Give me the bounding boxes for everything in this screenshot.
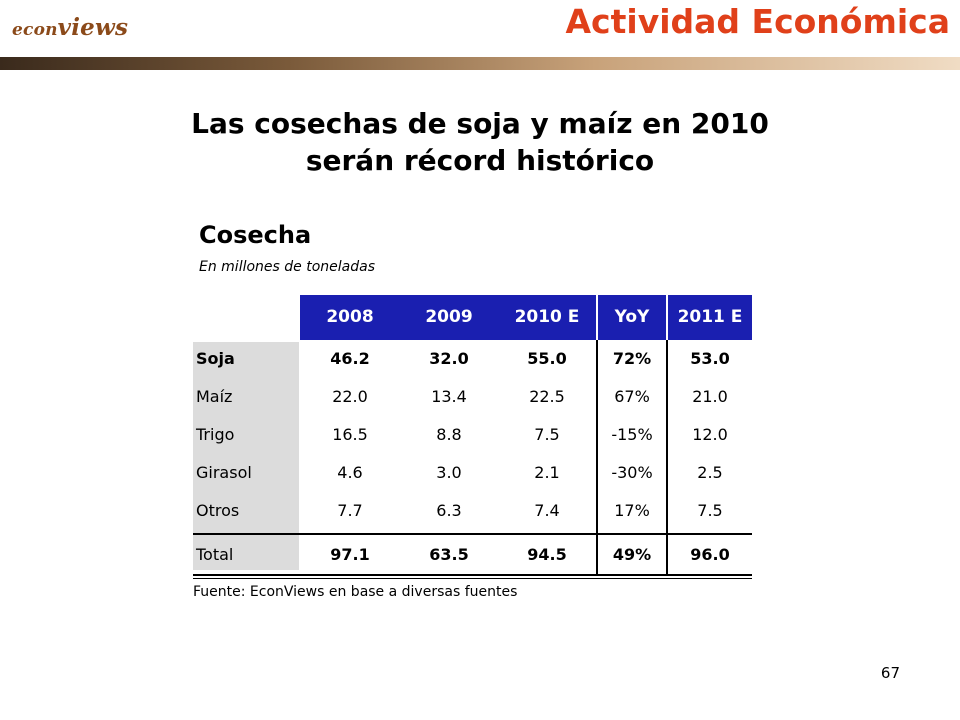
col-header-2008: 2008	[300, 295, 400, 340]
table-cell: 32.0	[429, 349, 469, 368]
table-cell: 94.5	[527, 545, 567, 564]
col-header-2011e: 2011 E	[668, 295, 752, 340]
table-cell: -15%	[611, 425, 653, 444]
header-gap	[666, 295, 668, 340]
table-cell: -30%	[611, 463, 653, 482]
table-cell: 3.0	[436, 463, 462, 482]
bottom-rule	[193, 574, 752, 576]
yoy-right-rule	[666, 340, 668, 574]
row-label-trigo: Trigo	[196, 425, 235, 444]
slide-title: Las cosechas de soja y maíz en 2010 será…	[0, 105, 960, 179]
col-header-yoy: YoY	[598, 295, 666, 340]
col-header-2010e: 2010 E	[498, 295, 596, 340]
table-cell: 8.8	[436, 425, 462, 444]
table-cell: 53.0	[690, 349, 730, 368]
table-cell: 2.5	[697, 463, 723, 482]
source-note: Fuente: EconViews en base a diversas fue…	[193, 584, 518, 600]
table-cell: 6.3	[436, 501, 462, 520]
econviews-logo: econviews	[12, 14, 128, 41]
table-cell: 97.1	[330, 545, 370, 564]
logo-suffix: views	[57, 14, 129, 41]
table-subtitle: En millones de toneladas	[199, 259, 375, 275]
table-cell: 7.7	[337, 501, 363, 520]
table-cell: 12.0	[692, 425, 728, 444]
table-cell: 17%	[614, 501, 650, 520]
table-cell: 7.4	[534, 501, 560, 520]
header-gradient-bar	[0, 57, 960, 70]
table-cell: 22.0	[332, 387, 368, 406]
slide-title-line1: Las cosechas de soja y maíz en 2010	[191, 107, 769, 140]
yoy-left-rule	[596, 340, 598, 574]
total-top-rule	[193, 533, 752, 535]
table-cell: 21.0	[692, 387, 728, 406]
row-label-soja: Soja	[196, 349, 235, 368]
col-header-2009: 2009	[400, 295, 498, 340]
section-title: Actividad Económica	[565, 2, 950, 41]
table-cell: 55.0	[527, 349, 567, 368]
table-cell: 96.0	[690, 545, 730, 564]
table-cell: 16.5	[332, 425, 368, 444]
table-cell: 72%	[612, 349, 652, 368]
row-label-column-bg	[193, 342, 299, 570]
table-cell: 4.6	[337, 463, 363, 482]
row-label-otros: Otros	[196, 501, 240, 520]
bottom-rule-thin	[193, 578, 752, 579]
page-number: 67	[880, 664, 900, 682]
table-cell: 7.5	[697, 501, 723, 520]
table-cell: 22.5	[529, 387, 565, 406]
table-cell: 2.1	[534, 463, 560, 482]
header-gap	[596, 295, 598, 340]
table-cell: 49%	[612, 545, 652, 564]
table-cell: 67%	[614, 387, 650, 406]
row-label-maiz: Maíz	[196, 387, 233, 406]
table-cell: 7.5	[534, 425, 560, 444]
row-label-total: Total	[196, 545, 234, 564]
row-label-girasol: Girasol	[196, 463, 252, 482]
table-cell: 63.5	[429, 545, 469, 564]
table-cell: 13.4	[431, 387, 467, 406]
table-title: Cosecha	[199, 221, 312, 249]
logo-prefix: econ	[12, 20, 58, 40]
table-cell: 46.2	[330, 349, 370, 368]
slide-title-line2: serán récord histórico	[305, 144, 655, 177]
